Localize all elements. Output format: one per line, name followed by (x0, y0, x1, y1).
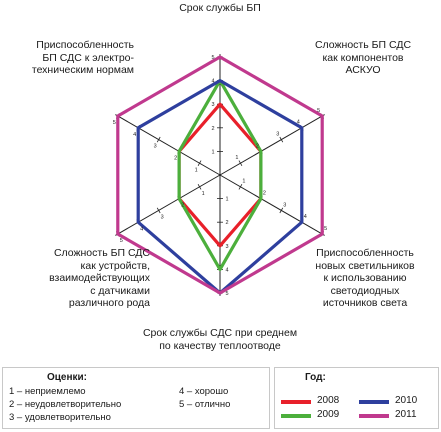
axis-tick (238, 160, 243, 166)
tick-label: 4 (304, 214, 307, 220)
radar-series (116, 55, 324, 295)
legend-label-2009: 2009 (317, 409, 340, 420)
tick-label: 5 (120, 238, 123, 244)
tick-label: 2 (263, 191, 266, 197)
tick-label: 2 (256, 143, 259, 149)
tick-label: 1 (225, 197, 228, 203)
tick-label: 3 (154, 144, 157, 150)
tick-label: 2 (211, 126, 214, 132)
series-2009 (177, 78, 263, 271)
tick-label: 4 (211, 79, 214, 85)
tick-label: 3 (276, 132, 279, 138)
axis-label-service-life-psu: Срок службы БП (179, 2, 261, 14)
tick-label: 4 (140, 226, 143, 232)
tick-label: 5 (317, 108, 320, 114)
radar-tick-labels: 1 2 3 4 5 1 2 3 4 5 1 2 3 4 5 1 2 3 4 5 1 2 3 4 5 1 2 3 4 5 (113, 55, 327, 297)
axis-label-electrical-norms: Приспособленность БП СДС к электро-технич… (31, 39, 134, 76)
tick-label: 3 (225, 244, 228, 250)
legend-label-2008: 2008 (317, 395, 340, 406)
legend-swatch-2009 (281, 414, 311, 418)
tick-label: 4 (133, 132, 136, 138)
tick-label: 2 (181, 203, 184, 209)
legend-swatch-2008 (281, 400, 311, 404)
axis-line (115, 174, 221, 236)
tick-label: 1 (235, 155, 238, 161)
axis-tick (197, 184, 202, 190)
axis-tick (279, 207, 284, 214)
axis-tick (197, 160, 202, 166)
axis-tick (156, 136, 161, 143)
years-legend: Год: 2008 2009 2010 2011 (274, 367, 439, 429)
axis-line (219, 174, 325, 236)
rating-item: 2 – неудовлетворительно (9, 399, 122, 410)
legend-label-2011: 2011 (395, 409, 417, 420)
rating-item: 4 – хорошо (179, 386, 229, 397)
tick-label: 2 (174, 156, 177, 162)
axis-line (115, 114, 221, 176)
axis-label-complexity-sensors: Сложность БП СДС как устройств, взаимодейс… (49, 247, 150, 309)
axis-tick (238, 184, 243, 190)
series-2011 (116, 55, 324, 295)
tick-label: 1 (242, 179, 245, 185)
tick-label: 2 (225, 220, 228, 226)
axis-label-complexity-askuo: Сложность БП СДС как компонентов АСКУО (314, 39, 412, 76)
tick-label: 5 (225, 291, 228, 297)
legend-swatch-2011 (359, 414, 389, 418)
legend-swatch-2010 (359, 400, 389, 404)
years-legend-title: Год: (305, 372, 326, 383)
axis-line (219, 114, 325, 176)
tick-label: 5 (324, 226, 327, 232)
rating-item: 1 – неприемлемо (9, 386, 86, 397)
ratings-legend-title: Оценки: (47, 372, 88, 383)
tick-label: 1 (211, 149, 214, 155)
rating-item: 3 – удовлетворительно (9, 412, 111, 423)
tick-label: 1 (195, 167, 198, 173)
tick-label: 4 (297, 120, 300, 126)
tick-label: 5 (113, 120, 116, 126)
tick-label: 1 (202, 191, 205, 197)
legend-label-2010: 2010 (395, 395, 418, 406)
tick-label: 5 (211, 55, 214, 61)
tick-label: 3 (211, 102, 214, 108)
ratings-legend: Оценки: 1 – неприемлемо 2 – неудовлетвор… (2, 367, 270, 429)
axis-tick (279, 136, 284, 143)
tick-label: 3 (161, 215, 164, 221)
axis-label-service-life-cooling: Срок службы СДС при среднем по качеству т… (142, 327, 298, 352)
tick-label: 3 (283, 202, 286, 208)
tick-label: 4 (225, 267, 228, 273)
rating-item: 5 – отлично (179, 399, 231, 410)
axis-tick (156, 207, 161, 214)
axis-label-fixture-adaptability: Приспособленность новых светильников к исп… (315, 247, 415, 309)
